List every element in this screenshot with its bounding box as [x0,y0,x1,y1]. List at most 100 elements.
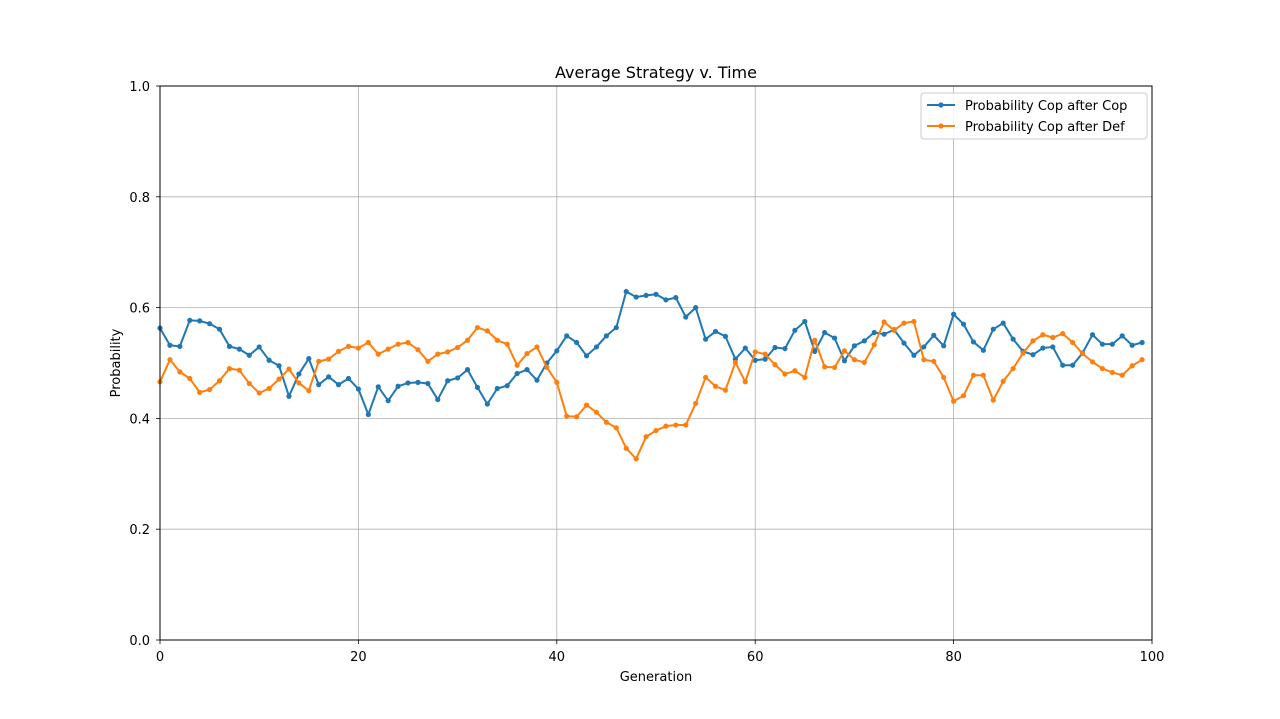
data-point [653,291,659,297]
data-point [782,345,788,352]
data-point [207,321,213,327]
data-point [266,357,272,363]
data-point [970,339,977,345]
data-point [742,379,748,385]
data-point [841,358,848,364]
data-point [960,393,967,399]
data-point [276,363,282,369]
data-point [1109,341,1115,347]
data-point [802,318,808,325]
data-point [197,318,203,324]
data-point [445,378,451,384]
data-point [673,422,679,428]
data-point [177,343,183,349]
x-tick-label: 0 [156,650,164,665]
data-point [236,367,242,373]
data-point [316,358,322,364]
data-point [335,348,342,354]
data-point [187,317,193,323]
data-point [1050,334,1056,341]
data-point [891,327,897,333]
x-axis-label: Generation [620,670,693,685]
data-point [504,341,510,347]
data-point [544,364,550,371]
data-point [326,374,332,380]
data-point [782,371,788,377]
data-point [980,372,986,378]
legend-label: Probability Cop after Def [965,120,1125,135]
data-point [306,355,312,362]
data-point [1070,339,1076,346]
data-point [484,328,490,334]
data-point [603,333,610,339]
data-point [296,380,302,386]
legend: Probability Cop after Cop Probability Cop… [920,92,1148,140]
data-point [1099,341,1105,347]
data-point [574,414,580,420]
data-point [464,367,471,373]
data-point [246,380,252,387]
data-point [246,352,252,358]
data-point [425,358,431,364]
legend-marker [938,123,944,129]
x-tick-label: 100 [1140,650,1165,665]
data-point [851,357,858,363]
legend-entry: Probability Cop after Def [927,120,1125,135]
data-point [931,358,937,364]
data-point [911,352,917,358]
data-point [931,332,937,338]
data-point [861,338,867,344]
data-point [990,397,996,403]
data-point [1040,332,1046,338]
data-point [742,345,748,351]
y-tick-label: 1.0 [129,80,150,95]
data-point [812,348,818,354]
data-point [593,344,600,350]
data-point [435,396,441,403]
data-point [881,331,887,337]
data-point [613,324,619,331]
data-point [683,314,689,320]
data-point [365,339,371,346]
legend-box [920,92,1148,140]
data-point [712,328,719,335]
data-point [663,423,669,429]
data-point [514,362,520,368]
data-point [1060,362,1066,368]
plot-frame [159,85,1153,641]
data-point [1000,378,1006,384]
data-point [960,321,967,327]
data-point [871,342,877,348]
data-point [177,369,183,375]
data-point [445,349,451,355]
data-point [861,359,867,366]
data-point [802,374,808,381]
y-axis-label: Probability [109,328,124,397]
data-point [286,366,292,372]
data-point [772,344,778,351]
data-point [1089,332,1096,338]
data-point [941,374,947,381]
data-point [375,384,381,390]
y-tick-label: 0.8 [129,191,150,206]
data-point [207,386,213,393]
data-point [296,371,302,377]
data-point [792,368,798,374]
data-point [1079,350,1086,357]
data-point [1010,365,1016,372]
data-point [236,346,242,352]
data-point [564,333,570,339]
chart-title: Average Strategy v. Time [555,63,757,82]
data-point [564,413,570,419]
data-point [187,375,193,382]
data-point [901,340,907,346]
data-point [1129,342,1135,348]
series-2 [157,318,1145,462]
data-point [1020,350,1026,356]
data-point [881,319,887,325]
x-tick-label: 40 [549,650,566,665]
data-point [554,379,560,385]
data-point [365,411,371,418]
data-point [534,344,540,350]
data-point [494,337,500,343]
